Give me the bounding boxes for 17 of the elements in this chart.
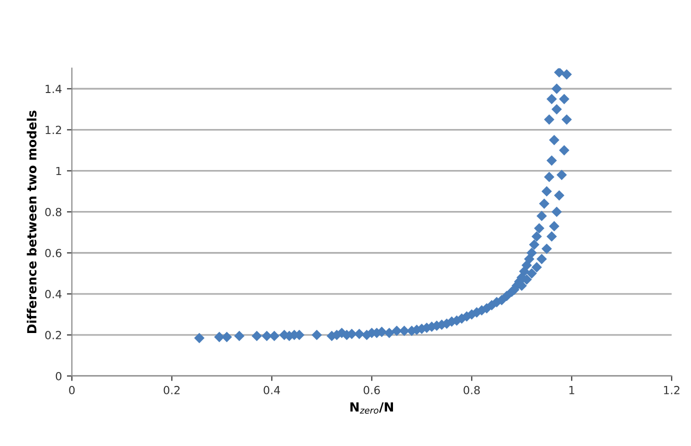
x-tick-label: 0.8 [464,386,480,394]
y-tick-label: 0.8 [45,208,62,216]
x-tick-label: 0.2 [164,386,180,394]
y-tick-label: 0.6 [45,248,62,258]
y-tick-label: 0.2 [45,330,62,340]
y-axis-title: Difference between two models [26,110,36,334]
x-tick-label: 1.2 [664,386,680,394]
x-tick-label: 0.4 [264,386,280,394]
x-tick-label: 0 [69,386,75,394]
y-tick-label: 1.4 [46,84,62,93]
y-tick-label: 1 [56,166,62,176]
y-tick-label: 1.2 [46,126,62,134]
x-tick-label: 0.6 [364,386,380,394]
x-axis-title: N$_{zero}$/N [350,402,393,414]
y-tick-label: 0.4 [45,290,62,298]
x-tick-label: 1 [569,386,574,394]
y-tick-label: 0 [56,372,62,380]
